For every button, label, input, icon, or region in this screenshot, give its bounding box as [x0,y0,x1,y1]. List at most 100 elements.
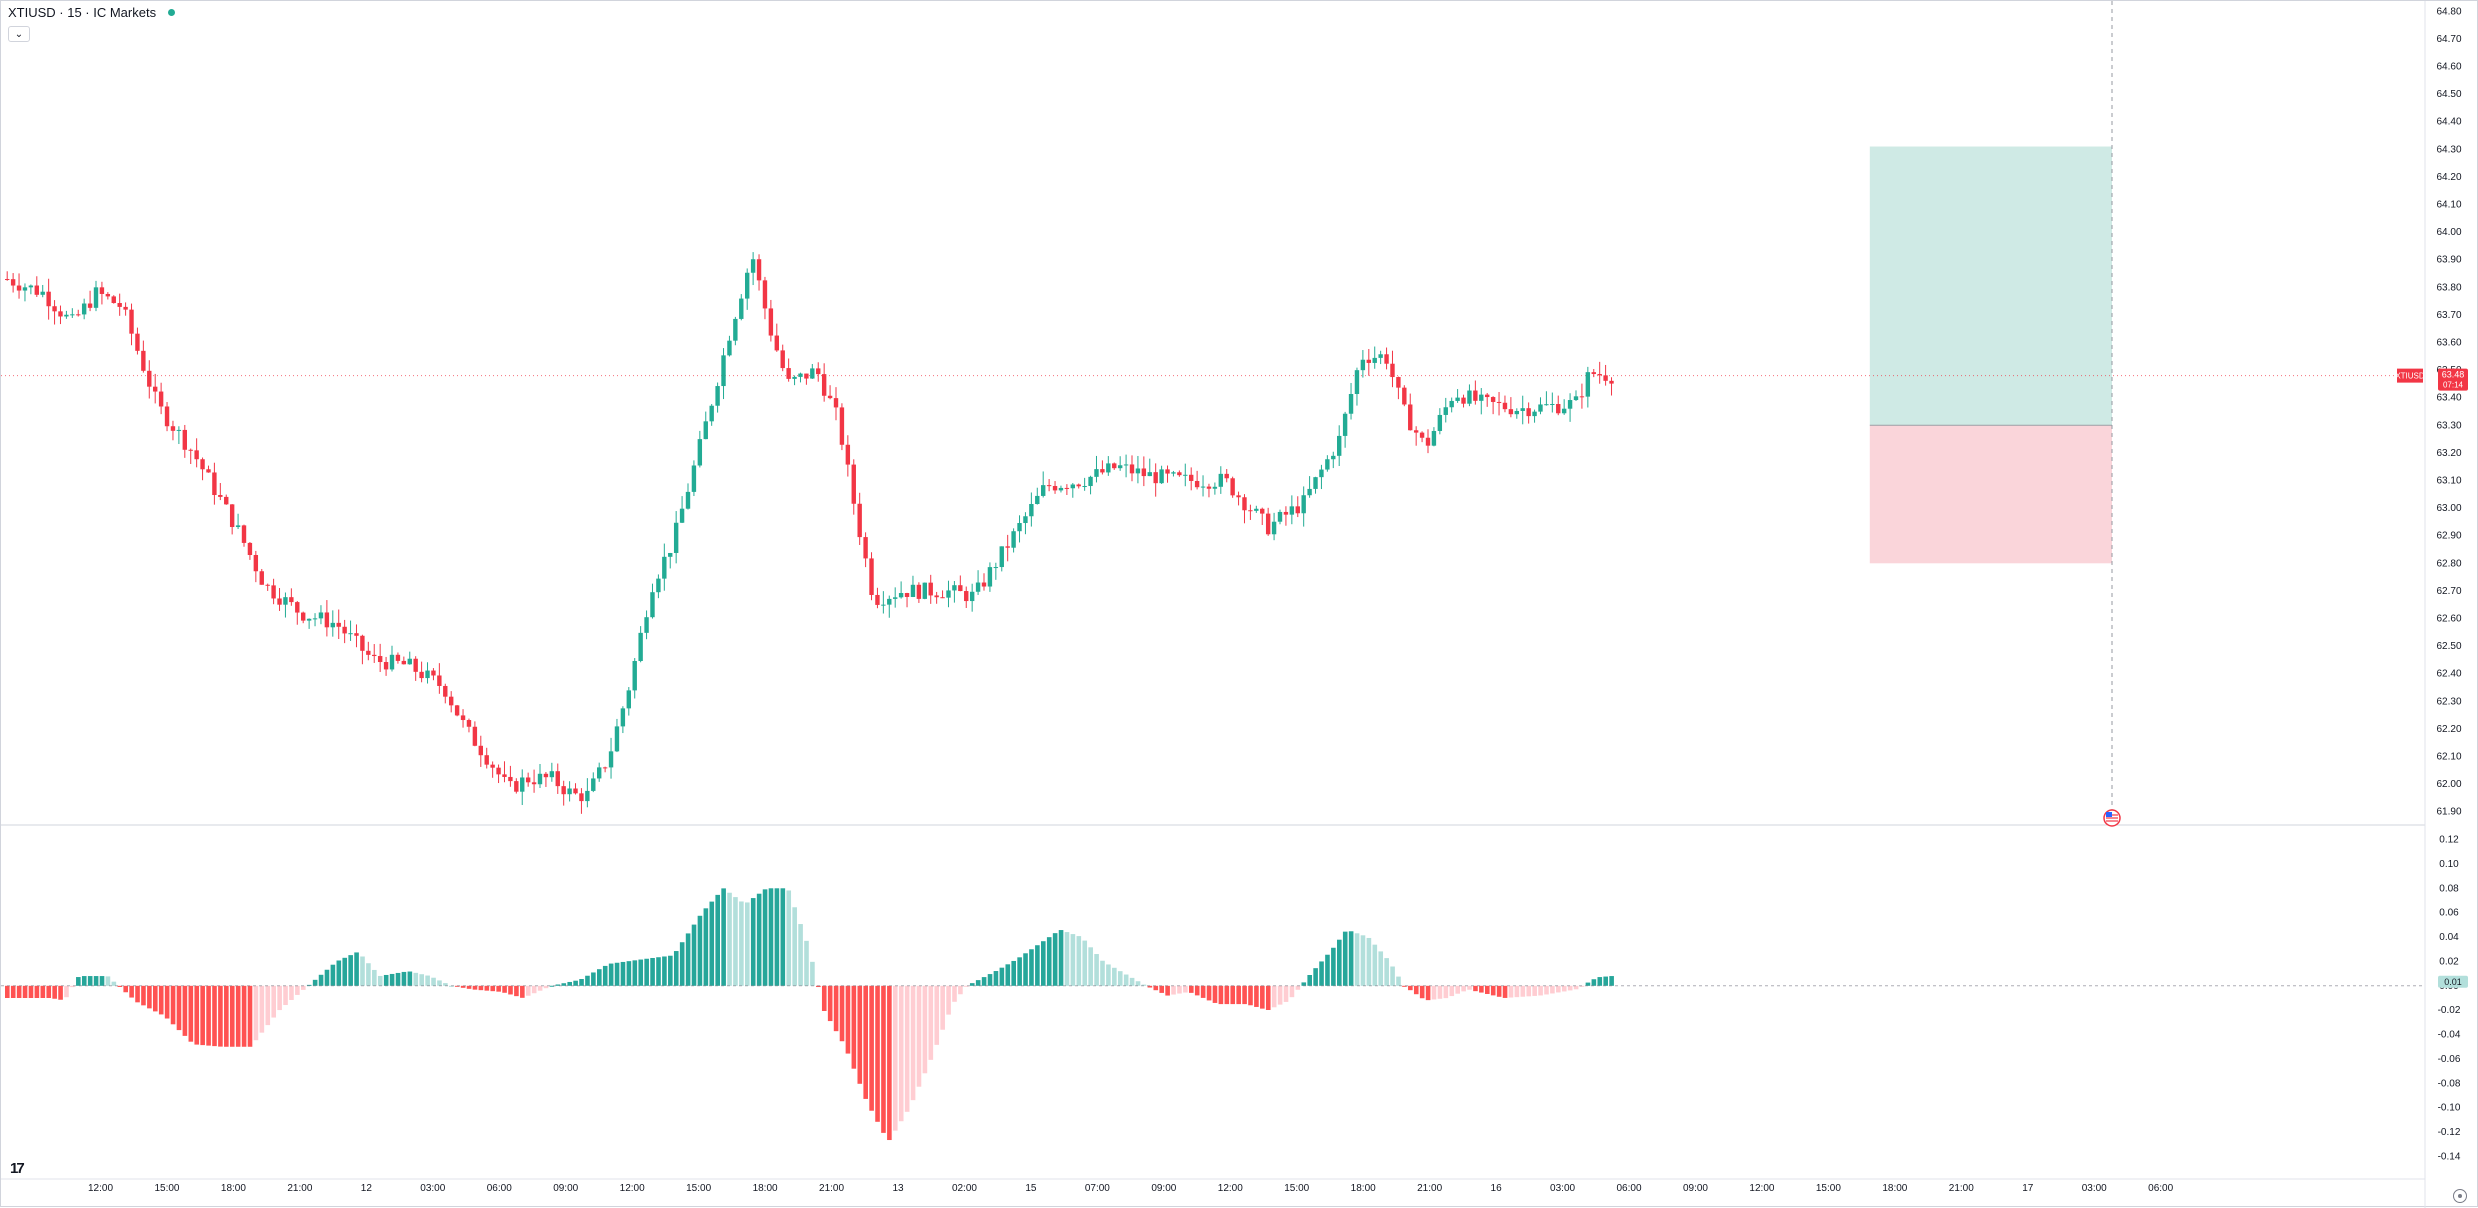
histogram-bar [366,963,371,986]
histogram-bar [910,985,916,1101]
time-tick-label: 15:00 [686,1183,711,1194]
histogram-bar [342,957,348,986]
histogram-bar [958,985,963,995]
histogram-bar [833,985,839,1032]
time-tick-label: 03:00 [420,1183,445,1194]
time-tick-label: 15:00 [1816,1183,1841,1194]
histogram-bar [437,980,442,986]
price-tick-label: 63.20 [2436,448,2461,459]
histogram-bar [1419,985,1425,999]
histogram-bar [200,985,205,1046]
histogram-bar [810,961,815,986]
candle-body [893,597,898,599]
candle-body [851,464,856,504]
histogram-bar [762,889,768,986]
histogram-bar [1183,985,1188,993]
histogram-bar [863,985,868,1099]
price-tick-label: 63.10 [2436,476,2461,487]
histogram-bar [490,985,496,992]
histogram-bar [1212,985,1218,1003]
candle-body [1550,403,1555,405]
price-tick-label: 62.60 [2436,614,2461,625]
tradingview-logo-icon[interactable]: 17 [10,1160,25,1177]
candle-body [1260,508,1265,514]
candle-body [561,786,566,795]
histogram-bar [946,985,951,1015]
candle-body [591,778,596,791]
candle-body [1331,455,1336,460]
histogram-bar [715,894,720,986]
histogram-bar [721,888,726,986]
histogram-bar [756,893,762,986]
histogram-bar [1283,985,1289,1002]
candle-body [573,788,578,794]
us-flag-event-icon [2103,809,2121,827]
histogram-bar [105,976,111,986]
candle-body [1218,473,1223,487]
candle-body [969,591,975,602]
oscillator-tick-label: -0.12 [2438,1127,2461,1138]
time-tick-label: 18:00 [1351,1183,1376,1194]
histogram-bar [608,963,614,986]
legend-collapse-button[interactable]: ⌄ [8,26,30,42]
histogram-bar [1206,985,1212,1001]
price-tick-label: 62.80 [2436,558,2461,569]
price-label-box [2438,368,2468,391]
histogram-bar [999,967,1005,986]
candle-body [289,597,294,603]
gear-icon[interactable] [2453,1189,2467,1203]
histogram-bar [1159,985,1164,993]
candle-body [1295,506,1300,514]
histogram-bar [1088,947,1093,986]
histogram-bar [1147,985,1153,988]
histogram-bar [1449,985,1455,997]
candle-body [164,406,170,427]
histogram-bar [1325,954,1330,986]
candle-body [460,715,466,721]
candle-body [395,654,401,661]
histogram-bar [893,985,898,1131]
histogram-bar [656,957,661,986]
time-tick-label: 17 [2022,1183,2034,1194]
candle-body [585,790,590,802]
candle-body [1384,354,1389,364]
candle-body [253,554,259,572]
histogram-bar [419,974,424,986]
candle-body [697,439,703,466]
histogram-bar [1224,985,1230,1005]
histogram-bar [1029,949,1034,986]
histogram-bar [1573,985,1579,990]
histogram-bar [123,985,128,993]
price-tick-label: 64.50 [2436,89,2461,100]
histogram-bar [739,901,744,986]
histogram-bar [1129,977,1135,986]
candle-body [484,755,489,765]
histogram-bar [614,962,620,986]
histogram-bar [1100,960,1105,986]
price-tick-label: 62.70 [2436,586,2461,597]
histogram-bar [46,985,52,998]
histogram-bar [1431,985,1437,1000]
candle-body [620,708,626,727]
candle-body [1443,407,1448,415]
oscillator-tick-label: -0.08 [2438,1078,2461,1089]
candle-body [709,405,714,422]
histogram-bar [472,985,478,990]
histogram-bar [407,971,413,986]
histogram-bar [212,985,217,1047]
symbol-legend[interactable]: XTIUSD · 15 · IC Markets [8,5,176,20]
price-tick-label: 62.40 [2436,669,2461,680]
candle-body [295,602,300,613]
histogram-bar [348,955,353,986]
histogram-bar [360,956,365,986]
candle-body [1224,473,1229,479]
price-tick-label: 61.90 [2436,807,2461,818]
candle-body [768,308,774,336]
candle-body [531,782,537,785]
candle-body [449,696,454,706]
legend-title[interactable]: XTIUSD · 15 · IC Markets [8,5,157,20]
histogram-bar [1236,985,1241,1005]
histogram-bar [549,985,555,987]
